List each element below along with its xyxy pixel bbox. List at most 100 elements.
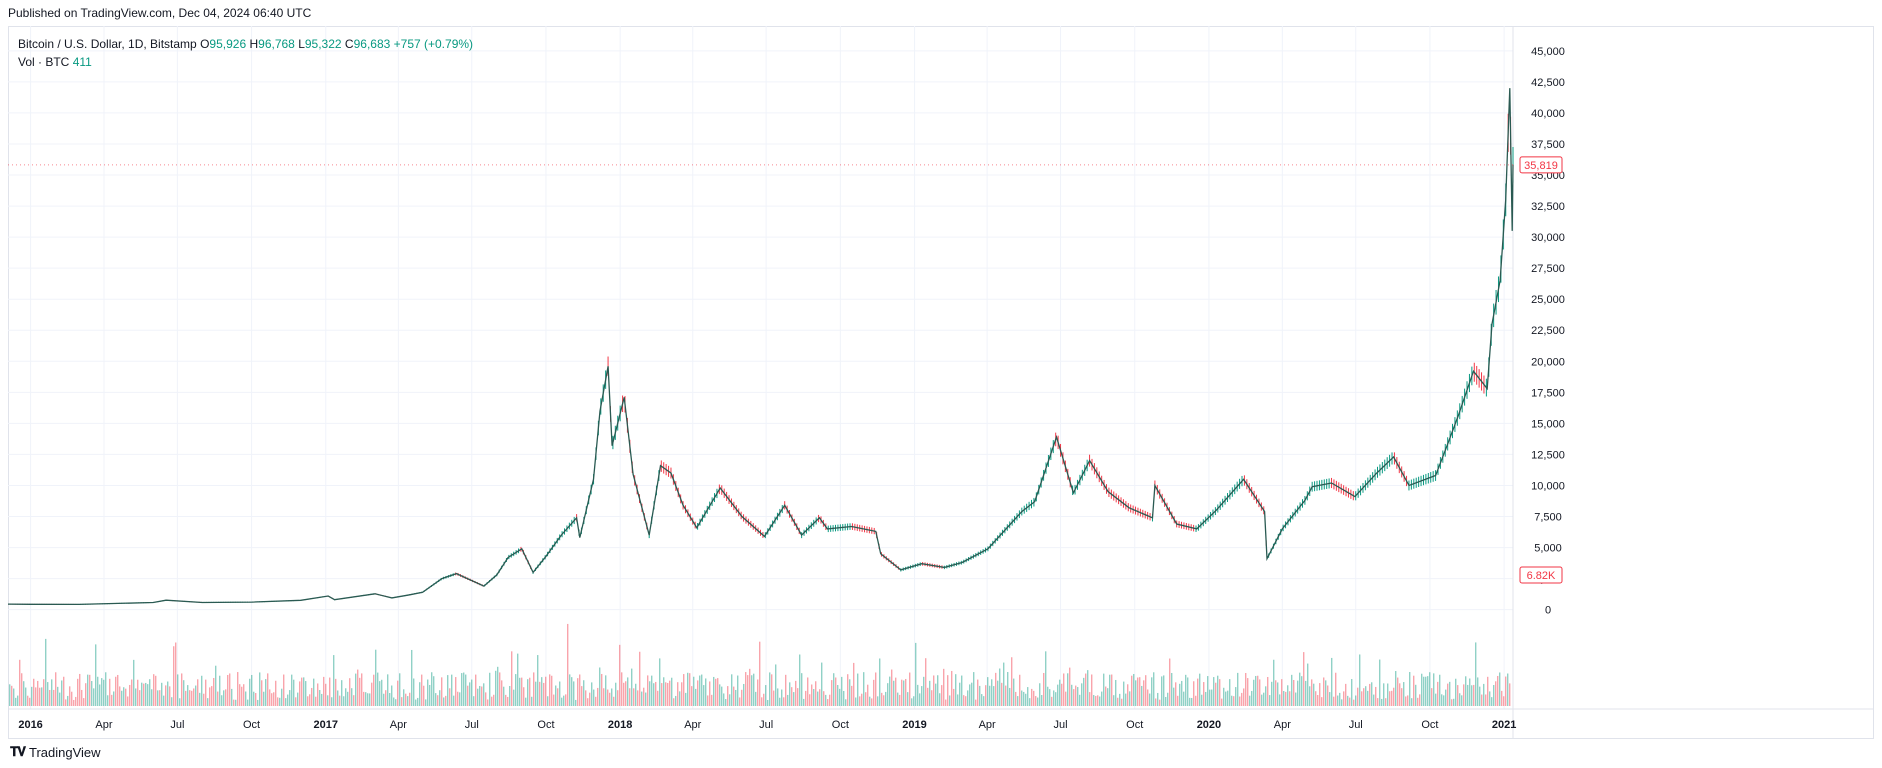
volume-bar	[729, 694, 731, 706]
volume-bar	[1267, 676, 1269, 706]
volume-bar	[1265, 686, 1267, 706]
volume-bar	[819, 689, 821, 706]
volume-bar	[1263, 692, 1265, 706]
volume-bar	[1507, 673, 1509, 706]
volume-bar	[397, 680, 399, 706]
volume-bar	[355, 673, 357, 706]
volume-bar	[763, 693, 765, 706]
volume-badge-label: 6.82K	[1527, 570, 1556, 582]
volume-bar	[213, 677, 215, 706]
footer[interactable]: 𝐓𝐕 TradingView	[10, 744, 101, 760]
volume-bar	[363, 691, 365, 706]
volume-bar	[87, 674, 89, 706]
y-tick-label: 45,000	[1531, 46, 1565, 58]
volume-bar	[1147, 689, 1149, 706]
volume-bar	[501, 680, 503, 706]
volume-bar	[1047, 686, 1049, 706]
volume-bar	[1097, 695, 1099, 706]
volume-bar	[927, 687, 929, 706]
volume-bar	[797, 688, 799, 706]
volume-bar	[443, 697, 445, 706]
volume-bar	[519, 677, 521, 706]
volume-bar	[471, 679, 473, 706]
volume-bar	[1117, 697, 1119, 706]
volume-bar	[1053, 690, 1055, 706]
volume-bar	[841, 676, 843, 706]
volume-bar	[1385, 698, 1387, 706]
volume-bar	[9, 684, 11, 706]
volume-bar	[243, 684, 245, 706]
volume-bar	[1041, 694, 1043, 706]
volume-bar	[377, 672, 379, 706]
volume-bar	[537, 655, 539, 706]
volume-bar	[851, 685, 853, 706]
price-chart[interactable]: 02,5005,0007,50010,00012,50015,00017,500…	[8, 26, 1874, 739]
volume-bar	[1467, 684, 1469, 706]
volume-bar	[251, 674, 253, 706]
volume-bar	[965, 696, 967, 706]
volume-bar	[713, 676, 715, 706]
volume-bar	[1365, 686, 1367, 706]
volume-bar	[1307, 663, 1309, 706]
volume-bar	[351, 688, 353, 706]
volume-bar	[625, 681, 627, 706]
volume-bar	[1319, 683, 1321, 706]
volume-bar	[961, 675, 963, 706]
volume-bar	[1377, 698, 1379, 706]
volume-bar	[1391, 690, 1393, 706]
volume-bar	[1483, 683, 1485, 706]
volume-bar	[489, 672, 491, 706]
volume-bar	[1245, 672, 1247, 706]
volume-bar	[615, 682, 617, 706]
volume-bar	[1505, 676, 1507, 706]
volume-bar	[403, 689, 405, 706]
y-tick-label: 22,500	[1531, 325, 1565, 337]
volume-bar	[829, 694, 831, 706]
volume-bar	[755, 691, 757, 706]
volume-bar	[673, 698, 675, 706]
volume-bar	[789, 682, 791, 706]
volume-bar	[133, 659, 135, 706]
volume-bar	[827, 699, 829, 706]
volume-bar	[1321, 697, 1323, 706]
volume-bar	[1411, 698, 1413, 706]
volume-bar	[1089, 692, 1091, 706]
volume-bar	[369, 693, 371, 706]
volume-bar	[969, 684, 971, 706]
volume-bar	[453, 695, 455, 706]
volume-bar	[1141, 685, 1143, 706]
volume-bar	[1405, 696, 1407, 706]
volume-bar	[385, 690, 387, 706]
volume-bar	[619, 644, 621, 706]
volume-bar	[905, 678, 907, 706]
volume-bar	[715, 678, 717, 706]
volume-bar	[1459, 693, 1461, 706]
volume-bar	[951, 670, 953, 706]
volume-bar	[911, 698, 913, 706]
volume-bar	[281, 688, 283, 706]
volume-bar	[1429, 672, 1431, 706]
volume-bar	[239, 684, 241, 706]
volume-bar	[1497, 675, 1499, 706]
volume-bar	[1441, 694, 1443, 706]
volume-bar	[551, 675, 553, 706]
volume-bar	[747, 675, 749, 706]
volume-bar	[1069, 667, 1071, 706]
volume-bar	[1387, 683, 1389, 706]
volume-bar	[799, 654, 801, 706]
volume-bar	[555, 685, 557, 706]
y-tick-label: 20,000	[1531, 356, 1565, 368]
volume-bar	[881, 692, 883, 706]
volume-bar	[693, 676, 695, 706]
volume-bar	[191, 690, 193, 706]
volume-bar	[837, 685, 839, 706]
last-price-badge	[1519, 156, 1563, 174]
volume-bar	[437, 695, 439, 706]
volume-bar	[159, 690, 161, 706]
volume-bar	[1313, 683, 1315, 706]
volume-bar	[1431, 688, 1433, 706]
y-tick-label: 17,500	[1531, 387, 1565, 399]
volume-bar	[1337, 695, 1339, 706]
volume-bar	[35, 687, 37, 706]
volume-bar	[317, 683, 319, 706]
